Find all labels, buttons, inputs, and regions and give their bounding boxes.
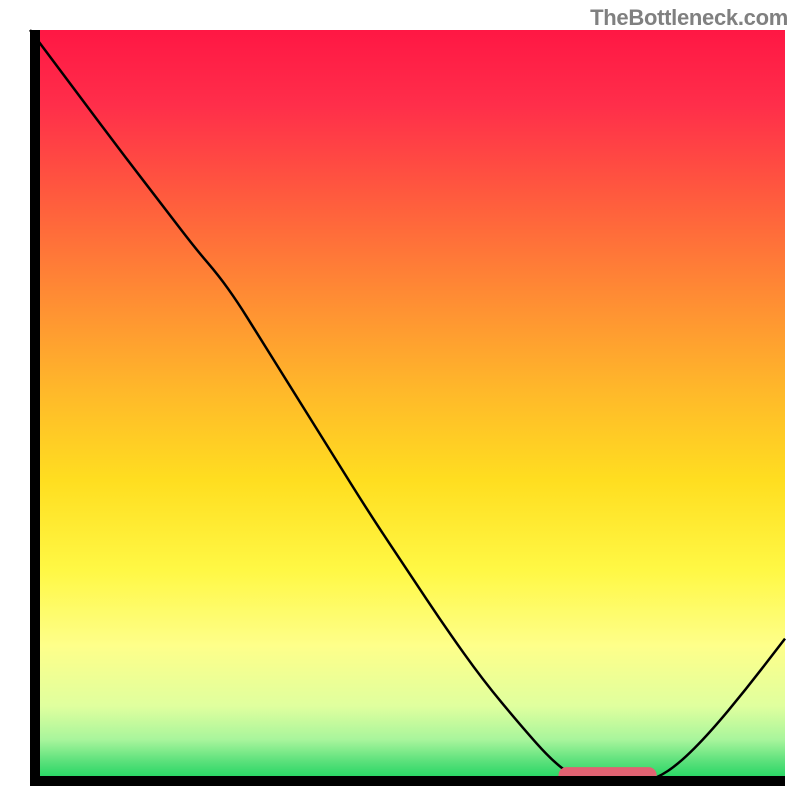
plot-background xyxy=(35,30,785,781)
chart-container: TheBottleneck.com xyxy=(0,0,800,800)
bottleneck-chart xyxy=(0,0,800,800)
